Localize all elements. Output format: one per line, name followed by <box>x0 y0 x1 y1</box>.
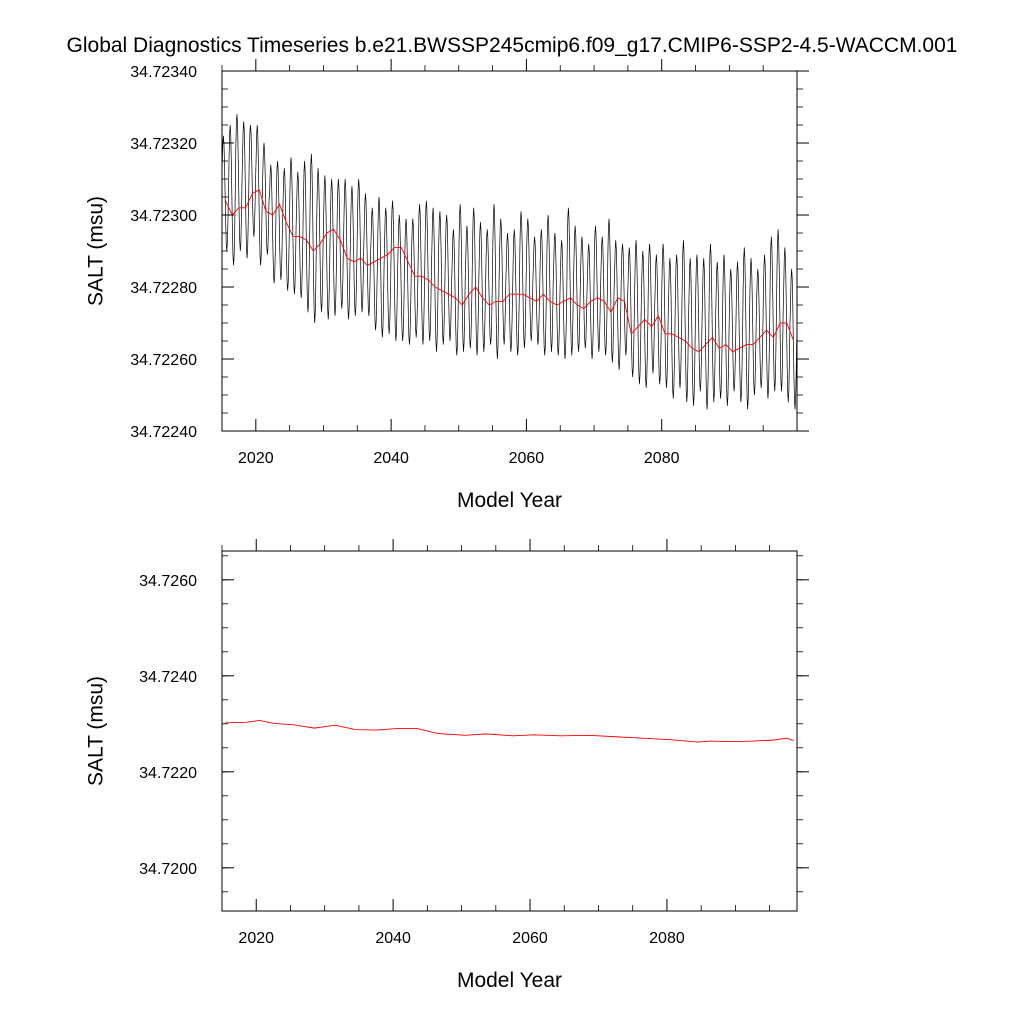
top-x-axis-label: Model Year <box>457 489 562 512</box>
x-tick-label: 2080 <box>644 450 680 467</box>
bottom-x-tick-labels: 2020 2040 2060 2080 <box>238 930 684 947</box>
y-tick-label: 34.72260 <box>130 352 197 369</box>
top-y-axis-label: SALT (msu) <box>85 196 108 306</box>
x-tick-label: 2040 <box>375 930 411 947</box>
y-tick-label: 34.7200 <box>139 861 197 878</box>
bottom-panel: 2020 2040 2060 2080 34.720034.722034.724034… <box>85 539 809 992</box>
top-annual-cycle-series <box>221 114 798 410</box>
y-tick-label: 34.72240 <box>130 424 197 441</box>
x-tick-label: 2060 <box>512 930 548 947</box>
x-tick-label: 2020 <box>238 450 274 467</box>
y-tick-label: 34.72320 <box>130 136 197 153</box>
y-tick-label: 34.7240 <box>139 669 197 686</box>
y-tick-label: 34.72340 <box>130 64 197 81</box>
figure-title: Global Diagnostics Timeseries b.e21.BWSS… <box>66 34 958 57</box>
bottom-axis-ticks <box>221 539 809 911</box>
x-tick-label: 2060 <box>509 450 545 467</box>
x-tick-label: 2080 <box>649 930 685 947</box>
y-tick-label: 34.72280 <box>130 280 197 297</box>
top-axis-ticks <box>221 59 809 432</box>
y-tick-label: 34.7220 <box>139 765 197 782</box>
x-tick-label: 2040 <box>373 450 409 467</box>
top-y-tick-labels: 34.72240 34.72260 34.72280 34.72300 34.72320… <box>130 64 197 441</box>
x-tick-label: 2020 <box>238 930 274 947</box>
bottom-x-axis-label: Model Year <box>457 969 562 992</box>
bottom-y-tick-labels: 34.7200 34.7220 34.7240 34.7260 <box>139 573 197 878</box>
top-plot-frame <box>221 70 798 432</box>
bottom-plot-frame <box>221 550 798 912</box>
bottom-y-axis-label: SALT (msu) <box>85 676 108 786</box>
top-annual-mean-series <box>224 189 795 353</box>
top-panel: 2020 2040 2060 2080 34.72240 34.72260 34.7228… <box>85 59 809 512</box>
y-tick-label: 34.7260 <box>139 573 197 590</box>
top-x-tick-labels: 2020 2040 2060 2080 <box>238 450 680 467</box>
y-tick-label: 34.72300 <box>130 208 197 225</box>
bottom-annual-mean-series <box>225 719 794 743</box>
